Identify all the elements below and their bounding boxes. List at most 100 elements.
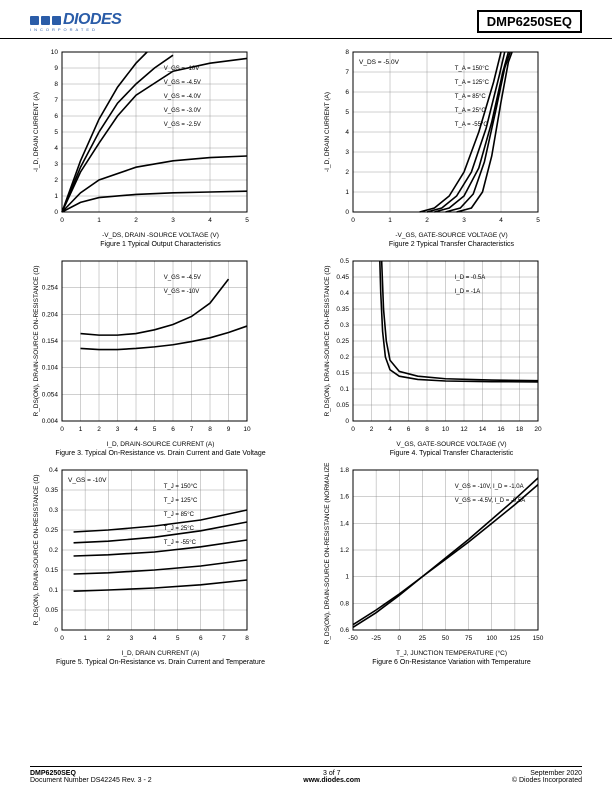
svg-text:3: 3 [116,426,120,433]
footer-page: 3 of 7 [303,770,360,777]
fig1-xlabel: -V_DS, DRAIN -SOURCE VOLTAGE (V) [30,232,291,239]
svg-text:0.1: 0.1 [49,587,58,594]
svg-text:0.5: 0.5 [340,258,349,265]
fig1-caption: Figure 1 Typical Output Characteristics [30,241,291,248]
figure-6: -50-2502550751001251500.60.811.21.41.61.… [321,462,582,666]
svg-text:5: 5 [345,109,349,116]
svg-text:T_A = 150°C: T_A = 150°C [455,66,490,72]
svg-text:1.4: 1.4 [340,520,349,527]
svg-text:T_A = 125°C: T_A = 125°C [455,80,490,86]
svg-text:0.15: 0.15 [336,370,349,377]
svg-text:0.154: 0.154 [42,338,59,345]
svg-text:3: 3 [345,149,349,156]
svg-text:8: 8 [345,49,349,56]
svg-text:0.3: 0.3 [49,507,58,514]
svg-text:0.15: 0.15 [45,567,58,574]
figure-3: 0123456789100.0040.0540.1040.1540.2040.2… [30,253,291,457]
charts-grid: 012345012345678910-I_D, DRAIN CURRENT (A… [0,39,612,671]
svg-text:-I_D, DRAIN CURRENT (A): -I_D, DRAIN CURRENT (A) [33,92,40,172]
svg-text:7: 7 [222,635,226,642]
svg-text:0.25: 0.25 [336,338,349,345]
svg-text:1: 1 [83,635,87,642]
svg-text:1: 1 [345,189,349,196]
footer-right: September 2020 © Diodes Incorporated [512,770,582,784]
svg-text:4: 4 [499,217,503,224]
svg-text:2: 2 [370,426,374,433]
svg-text:6: 6 [171,426,175,433]
svg-text:10: 10 [51,49,59,56]
svg-text:I_D = -1A: I_D = -1A [455,289,481,295]
fig4-caption: Figure 4. Typical Transfer Characteristi… [321,450,582,457]
svg-text:4: 4 [54,145,58,152]
svg-text:7: 7 [190,426,194,433]
svg-text:-50: -50 [348,635,358,642]
svg-text:0.05: 0.05 [45,607,58,614]
svg-text:R_DS(ON), DRAIN-SOURCE ON-RESI: R_DS(ON), DRAIN-SOURCE ON-RESISTANCE (Ω) [33,266,40,417]
figure-5: 01234567800.050.10.150.20.250.30.350.4V_… [30,462,291,666]
figure-2: 012345012345678V_DS = -5.0V-I_D, DRAIN C… [321,44,582,248]
svg-text:0: 0 [54,209,58,216]
svg-text:0.6: 0.6 [340,627,349,634]
svg-text:5: 5 [245,217,249,224]
svg-text:2: 2 [106,635,110,642]
svg-text:1: 1 [54,193,58,200]
svg-text:4: 4 [345,129,349,136]
svg-text:0.35: 0.35 [45,487,58,494]
svg-text:V_GS = -4.5V: V_GS = -4.5V [164,275,201,281]
svg-text:7: 7 [54,97,58,104]
fig2-caption: Figure 2 Typical Transfer Characteristic… [321,241,582,248]
svg-text:125: 125 [509,635,520,642]
svg-text:R_DS(ON), DRAIN-SOURCE ON-RESI: R_DS(ON), DRAIN-SOURCE ON-RESISTANCE (NO… [324,462,331,644]
fig3-caption: Figure 3. Typical On-Resistance vs. Drai… [30,450,291,457]
svg-text:18: 18 [516,426,524,433]
figure-1: 012345012345678910-I_D, DRAIN CURRENT (A… [30,44,291,248]
figure-4: 0246810121416182000.050.10.150.20.250.30… [321,253,582,457]
svg-text:0.2: 0.2 [340,354,349,361]
fig5-caption: Figure 5. Typical On-Resistance vs. Drai… [30,659,291,666]
fig2-xlabel: -V_GS, GATE-SOURCE VOLTAGE (V) [321,232,582,239]
svg-text:0: 0 [397,635,401,642]
svg-text:0.35: 0.35 [336,306,349,313]
svg-text:3: 3 [462,217,466,224]
svg-text:1.2: 1.2 [340,547,349,554]
svg-text:2: 2 [345,169,349,176]
svg-text:8: 8 [54,81,58,88]
footer-left: DMP6250SEQ Document Number DS42245 Rev. … [30,770,152,784]
svg-text:8: 8 [245,635,249,642]
svg-text:V_DS = -5.0V: V_DS = -5.0V [359,59,400,66]
page-header: DIODES INCORPORATED DMP6250SEQ [0,0,612,39]
svg-text:V_GS = -2.5V: V_GS = -2.5V [164,122,201,128]
svg-text:0: 0 [345,418,349,425]
svg-text:4: 4 [388,426,392,433]
svg-text:2: 2 [54,177,58,184]
svg-text:0.004: 0.004 [42,418,59,425]
svg-text:0.2: 0.2 [49,547,58,554]
svg-text:2: 2 [425,217,429,224]
svg-text:5: 5 [536,217,540,224]
svg-text:4: 4 [134,426,138,433]
svg-text:0.204: 0.204 [42,311,59,318]
page-footer: DMP6250SEQ Document Number DS42245 Rev. … [30,766,582,784]
svg-text:0.4: 0.4 [49,467,58,474]
fig6-caption: Figure 6 On-Resistance Variation with Te… [321,659,582,666]
svg-text:-25: -25 [371,635,381,642]
svg-text:3: 3 [130,635,134,642]
svg-text:0.25: 0.25 [45,527,58,534]
svg-text:3: 3 [171,217,175,224]
footer-date: September 2020 [512,770,582,777]
svg-text:20: 20 [534,426,542,433]
svg-text:1: 1 [345,574,349,581]
svg-text:7: 7 [345,69,349,76]
svg-text:4: 4 [153,635,157,642]
svg-text:-I_D, DRAIN CURRENT (A): -I_D, DRAIN CURRENT (A) [324,92,331,172]
svg-text:V_GS = -3.0V: V_GS = -3.0V [164,108,201,114]
svg-text:0.8: 0.8 [340,600,349,607]
svg-text:0.45: 0.45 [336,274,349,281]
footer-doc: Document Number DS42245 Rev. 3 - 2 [30,777,152,784]
svg-text:150: 150 [533,635,544,642]
svg-text:T_J = -55°C: T_J = -55°C [164,540,197,546]
svg-text:10: 10 [442,426,450,433]
footer-url[interactable]: www.diodes.com [303,777,360,784]
svg-text:I_D = -0.5A: I_D = -0.5A [455,275,486,281]
svg-text:0.05: 0.05 [336,402,349,409]
